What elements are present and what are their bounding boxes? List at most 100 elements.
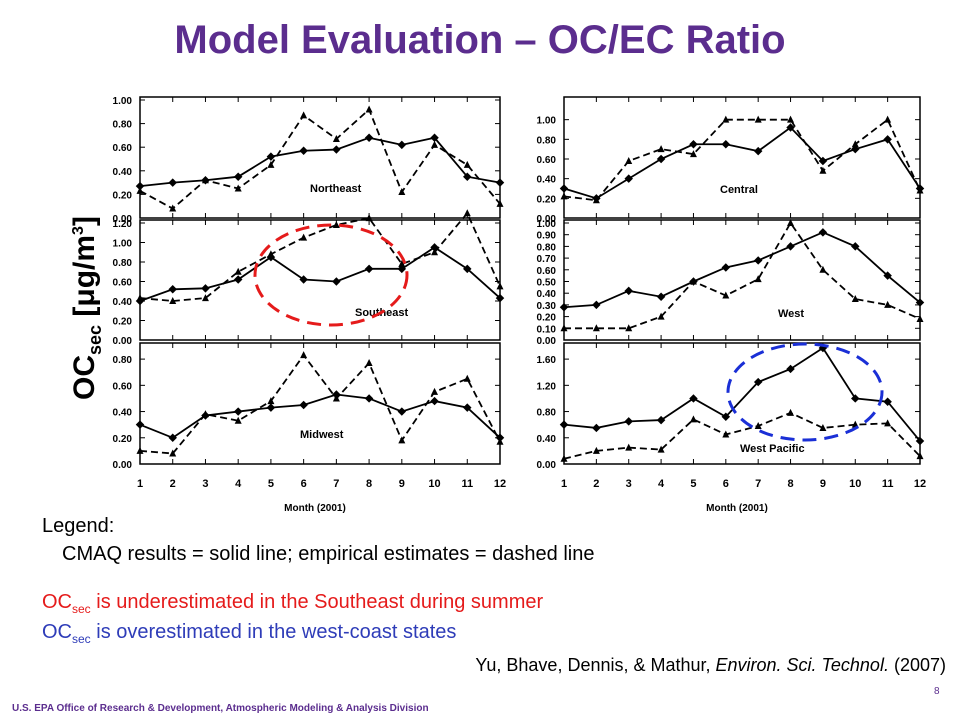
data-point-cmaq (364, 133, 374, 143)
series-line-empirical (139, 211, 501, 302)
data-point-cmaq (656, 292, 666, 301)
footer: U.S. EPA Office of Research & Developmen… (12, 703, 429, 714)
x-tick-label: 11 (882, 478, 894, 490)
x-tick-label: 1 (561, 478, 567, 490)
data-point-cmaq (463, 172, 472, 181)
data-point-empirical (787, 408, 795, 416)
y-tick-label: 0.70 (537, 254, 557, 265)
series-line-cmaq (563, 231, 921, 309)
data-point-empirical (592, 196, 600, 204)
data-point-empirical (916, 186, 924, 194)
y-tick-label: 0.40 (113, 167, 133, 178)
x-tick-label: 2 (593, 478, 599, 490)
data-point-empirical (592, 324, 600, 332)
data-point-cmaq (721, 263, 731, 272)
data-point-empirical (136, 294, 144, 302)
data-point-empirical (463, 160, 471, 168)
x-axis-title: Month (2001) (706, 503, 768, 514)
x-tick-label: 9 (399, 478, 405, 490)
y-tick-label: 0.00 (537, 214, 557, 225)
data-point-empirical (560, 454, 568, 462)
data-point-cmaq (168, 178, 177, 187)
panel-label: West (778, 308, 804, 320)
data-point-cmaq (559, 420, 569, 429)
x-tick-label: 12 (494, 478, 506, 490)
y-axis-label-main: OC (68, 355, 101, 400)
data-point-empirical (136, 186, 144, 194)
data-point-empirical (169, 297, 177, 304)
data-point-cmaq (299, 275, 308, 284)
y-tick-label: 1.00 (537, 219, 557, 230)
data-point-empirical (851, 140, 859, 148)
data-point-empirical (787, 115, 795, 123)
data-point-empirical (267, 397, 275, 405)
data-point-empirical (300, 351, 308, 359)
highlight-ellipse-southeast (253, 223, 409, 327)
data-point-cmaq (299, 400, 308, 410)
x-tick-label: 10 (849, 478, 861, 490)
note-overestimated: OCsec is overestimated in the west-coast… (42, 620, 456, 651)
data-point-cmaq (332, 145, 341, 154)
data-point-empirical (689, 150, 697, 158)
note-prefix: OC (42, 621, 72, 643)
data-point-cmaq (430, 133, 439, 143)
data-point-cmaq (168, 433, 177, 443)
data-point-empirical (722, 291, 730, 299)
data-point-empirical (398, 188, 406, 196)
y-tick-label: 1.20 (537, 381, 557, 392)
y-tick-label: 0.40 (537, 175, 557, 186)
note-sub: sec (72, 632, 91, 646)
note-text: is overestimated in the west-coast state… (90, 621, 457, 643)
series-line-cmaq (139, 246, 501, 302)
data-point-empirical (365, 105, 373, 113)
data-point-cmaq (656, 415, 666, 425)
y-tick-label: 0.00 (113, 214, 133, 225)
y-tick-label: 1.00 (113, 239, 133, 250)
citation: Yu, Bhave, Dennis, & Mathur, Environ. Sc… (475, 655, 946, 676)
data-point-empirical (398, 259, 406, 267)
x-tick-label: 6 (723, 478, 729, 490)
data-point-cmaq (397, 140, 407, 150)
data-point-empirical (332, 134, 340, 142)
y-axis-label-unit: [μg/m (68, 234, 101, 325)
x-tick-label: 3 (626, 478, 632, 490)
data-point-cmaq (624, 174, 633, 183)
x-tick-label: 8 (787, 478, 793, 490)
data-point-empirical (201, 410, 209, 418)
data-point-cmaq (201, 284, 210, 293)
data-point-empirical (169, 449, 177, 457)
series-line-cmaq (563, 346, 921, 442)
x-tick-label: 2 (170, 478, 176, 490)
panel-label: Northeast (310, 183, 362, 195)
x-tick-label: 5 (690, 478, 696, 490)
y-axis-label-unit-sup: 3 (70, 226, 87, 235)
series-line-empirical (563, 118, 921, 202)
data-point-empirical (201, 294, 209, 302)
panel-label: Midwest (300, 429, 344, 441)
y-tick-label: 0.60 (113, 381, 133, 392)
legend-text: CMAQ results = solid line; empirical est… (62, 543, 595, 565)
x-tick-label: 7 (333, 478, 339, 490)
data-point-empirical (625, 156, 633, 164)
note-prefix: OC (42, 591, 72, 613)
y-tick-label: 0.20 (113, 434, 133, 445)
panel-frame (563, 342, 921, 465)
legend-heading: Legend: (42, 515, 115, 537)
page-number: 8 (934, 686, 940, 697)
data-point-cmaq (559, 184, 569, 193)
y-tick-label: 0.60 (537, 266, 557, 277)
y-tick-label: 0.20 (113, 317, 133, 328)
series-line-empirical (564, 221, 921, 330)
data-point-cmaq (430, 396, 439, 406)
y-tick-label: 0.80 (537, 242, 557, 253)
data-point-cmaq (233, 275, 243, 284)
data-point-cmaq (786, 242, 795, 251)
data-point-empirical (884, 300, 892, 308)
y-tick-label: 0.80 (113, 258, 133, 269)
data-point-cmaq (753, 256, 763, 265)
y-tick-label: 1.00 (113, 96, 133, 107)
x-tick-label: 12 (914, 478, 926, 490)
data-point-empirical (754, 421, 762, 429)
data-point-empirical (300, 111, 308, 119)
y-tick-label: 0.40 (537, 289, 557, 300)
